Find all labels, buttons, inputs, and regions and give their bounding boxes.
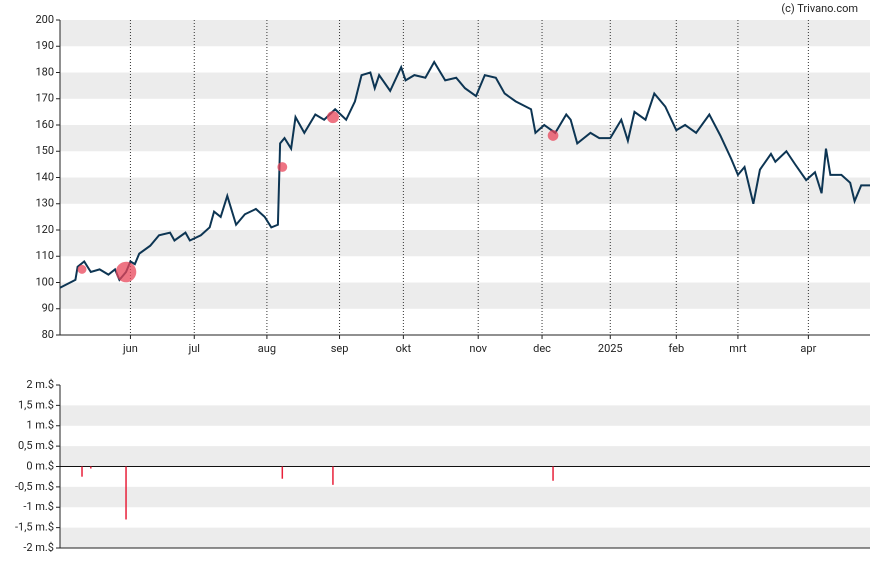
grid-band <box>60 405 870 426</box>
grid-band <box>60 230 870 257</box>
y-tick-label: -0,5 m.$ <box>15 480 54 493</box>
grid-band <box>60 72 870 99</box>
x-tick-label: okt <box>396 342 412 355</box>
y-tick-label: 180 <box>35 65 54 78</box>
y-tick-label: 130 <box>35 197 54 210</box>
x-tick-label: feb <box>668 342 684 355</box>
bar <box>332 466 334 485</box>
event-marker <box>77 264 87 274</box>
bar <box>281 466 284 479</box>
y-tick-label: 200 <box>35 13 54 26</box>
y-tick-label: -2 m.$ <box>23 541 54 554</box>
y-tick-label: 0,5 m.$ <box>18 439 54 452</box>
bar <box>90 466 92 469</box>
y-tick-label: 150 <box>35 144 54 157</box>
x-tick-label: sep <box>331 342 349 355</box>
event-marker <box>547 130 559 141</box>
y-tick-label: -1 m.$ <box>23 500 54 513</box>
y-tick-label: 1 m.$ <box>26 419 54 432</box>
y-tick-label: -1,5 m.$ <box>15 521 54 534</box>
event-marker <box>326 111 339 124</box>
y-tick-label: 190 <box>35 39 54 52</box>
x-tick-label: mrt <box>729 342 747 355</box>
grid-band <box>60 20 870 47</box>
price-line <box>59 60 870 289</box>
grid-band <box>60 486 870 508</box>
grid-band <box>60 177 870 204</box>
grid-band <box>60 527 870 548</box>
x-tick-label: aug <box>258 342 276 355</box>
x-tick-label: dec <box>533 342 551 355</box>
grid-band <box>60 282 870 309</box>
bar <box>552 466 554 481</box>
y-tick-label: 140 <box>35 170 54 183</box>
y-tick-label: 80 <box>42 328 54 341</box>
x-tick-label: jun <box>122 342 138 355</box>
y-tick-label: 170 <box>35 92 54 105</box>
event-marker <box>277 162 288 172</box>
y-tick-label: 0 m.$ <box>26 459 54 472</box>
x-tick-label: jul <box>188 342 200 355</box>
bar <box>125 466 127 520</box>
y-tick-label: 160 <box>35 118 54 131</box>
x-tick-label: apr <box>800 342 816 355</box>
y-tick-label: 1,5 m.$ <box>18 398 54 411</box>
y-tick-label: 110 <box>35 249 54 262</box>
credit: (c) Trivano.com <box>781 2 858 15</box>
event-marker <box>115 261 137 283</box>
bar <box>81 466 83 477</box>
y-tick-label: 2 m.$ <box>26 378 54 391</box>
x-tick-label: 2025 <box>598 342 623 355</box>
y-tick-label: 90 <box>42 302 54 315</box>
y-tick-label: 120 <box>35 223 54 236</box>
y-tick-label: 100 <box>35 275 54 288</box>
grid-band <box>60 125 870 152</box>
x-tick-label: nov <box>469 342 487 355</box>
grid-band <box>60 446 870 467</box>
